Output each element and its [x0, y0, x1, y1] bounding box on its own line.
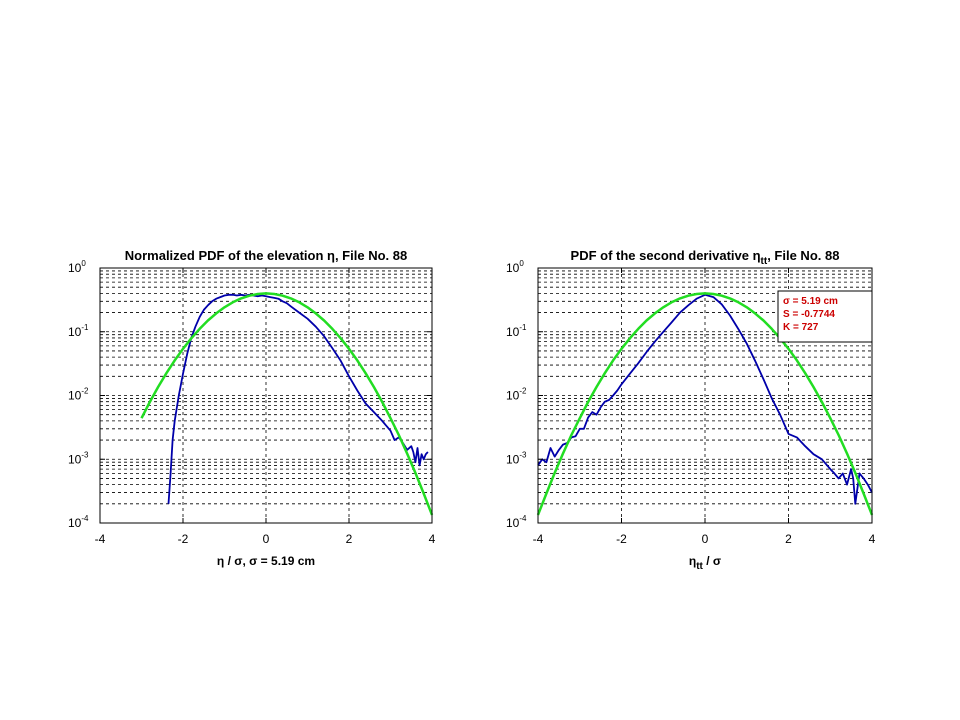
x-axis-label: ηtt / σ [689, 554, 721, 572]
grid [100, 268, 432, 523]
x-tick-label: 0 [702, 532, 709, 546]
y-tick-label: 10-2 [68, 387, 89, 403]
x-tick-label: -2 [178, 532, 189, 546]
y-tick-label: 10-4 [506, 514, 527, 530]
grid [538, 268, 872, 523]
chart-2: -4 -2 0 2 4 100 10-1 10-2 10-3 10-4 PDF of the sec… [506, 248, 876, 572]
stats-label: S = -0.7744 [783, 309, 835, 320]
x-tick-label: -4 [95, 532, 106, 546]
stats-label: K = 727 [783, 322, 819, 333]
y-tick-label: 10-2 [506, 387, 527, 403]
y-tick-label: 100 [68, 259, 86, 275]
y-tick-label: 10-1 [506, 323, 527, 339]
x-tick-label: 4 [429, 532, 436, 546]
x-tick-label: -2 [616, 532, 627, 546]
x-tick-label: 2 [785, 532, 792, 546]
y-tick-label: 10-3 [506, 450, 527, 466]
chart-title: PDF of the second derivative ηtt, File N… [571, 248, 840, 267]
series-line-1 [537, 293, 873, 505]
x-tick-label: -4 [533, 532, 544, 546]
y-tick-label: 10-4 [68, 514, 89, 530]
chart-title: Normalized PDF of the elevation η, File … [125, 248, 407, 263]
y-tick-label: 10-1 [68, 323, 89, 339]
x-tick-label: 4 [869, 532, 876, 546]
stats-label: σ = 5.19 cm [783, 296, 838, 307]
x-tick-label: 2 [346, 532, 353, 546]
y-tick-label: 100 [506, 259, 524, 275]
y-tick-label: 10-3 [68, 450, 89, 466]
series-line-2 [140, 292, 434, 516]
stats-box [777, 290, 873, 343]
x-axis-label: η / σ, σ = 5.19 cm [217, 554, 315, 568]
x-tick-label: 0 [263, 532, 270, 546]
series-line-2 [536, 292, 874, 516]
chart-1: -4 -2 0 2 4 100 10-1 10-2 10-3 10-4 Normalized PDF… [68, 248, 436, 568]
